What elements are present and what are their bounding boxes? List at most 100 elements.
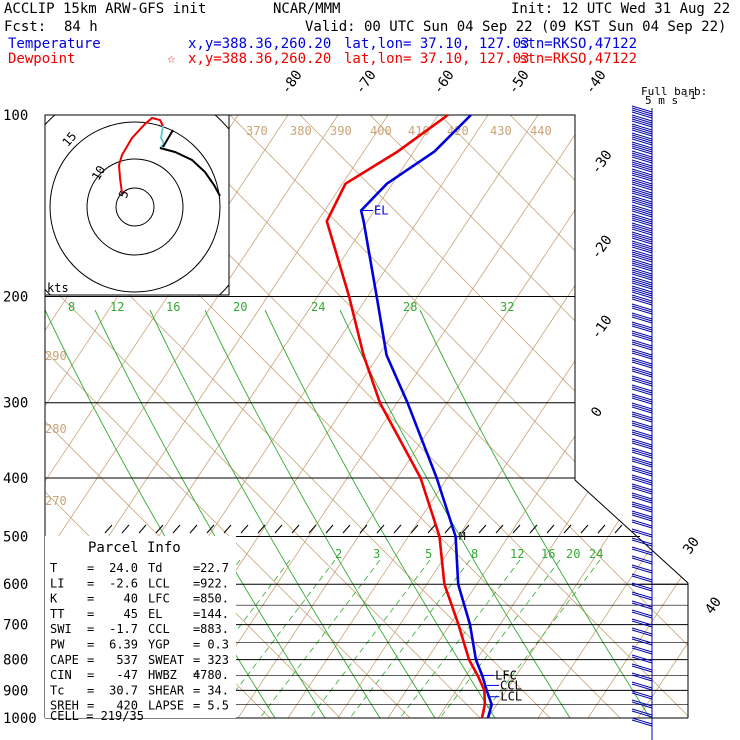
parcel-eq: =: [87, 653, 94, 667]
theta-label: 430: [490, 124, 512, 138]
mixing-ratio-label: 28: [403, 300, 417, 314]
wind-barb: [631, 492, 653, 500]
wind-barb: [631, 431, 653, 439]
wind-barb: [631, 199, 653, 207]
parcel-eq: =: [193, 699, 200, 713]
dewpoint-marker-icon: ☆: [167, 51, 176, 67]
wind-barb: [631, 125, 653, 133]
wind-barb: [631, 111, 653, 119]
hatch-tick: [121, 524, 130, 534]
isotherm-label: -80: [278, 67, 306, 97]
isotherm-line: [587, 115, 688, 718]
parcel-value: -47: [116, 668, 138, 682]
parcel-eq: =: [193, 592, 200, 606]
wind-barb: [631, 438, 653, 446]
wind-barb: [631, 368, 653, 376]
wind-barb: [631, 575, 653, 583]
wind-barb: [631, 348, 653, 356]
mixing-ratio-line: [264, 309, 496, 719]
theta-label: 370: [246, 124, 268, 138]
wind-barb: [631, 584, 653, 592]
wind-barb: [631, 456, 653, 464]
wind-barb: [631, 226, 653, 234]
wind-barb: [631, 179, 653, 187]
wind-barb: [631, 105, 653, 113]
valid-time: Valid: 00 UTC Sun 04 Sep 22 (09 KST Sun …: [305, 19, 726, 35]
mixing-ratio-label: 8: [471, 547, 478, 561]
hatch-tick: [138, 524, 147, 534]
hatch-tick: [206, 524, 215, 534]
isotherm-label: 0: [588, 404, 606, 420]
parcel-eq: =: [87, 607, 94, 621]
parcel-eq: =: [87, 592, 94, 606]
dry-adiabat-line: [369, 115, 688, 718]
isotherm-line: [637, 115, 688, 718]
wind-barb: [631, 183, 653, 191]
wind-barb: [631, 388, 653, 396]
hodograph-frame: [44, 114, 230, 296]
parcel-eq: =: [87, 576, 94, 590]
wind-barb: [631, 465, 653, 473]
wind-barb: [631, 170, 653, 178]
mixing-ratio-line: [349, 559, 471, 719]
wind-barb: [631, 316, 653, 324]
wind-barb: [631, 386, 653, 394]
wind-barb: [631, 375, 653, 383]
mixing-ratio-label: 12: [510, 547, 524, 561]
hatch-tick: [308, 524, 317, 534]
dry-adiabat-line: [509, 115, 688, 718]
wind-barb: [631, 197, 653, 205]
wind-barb: [631, 314, 653, 322]
hatch-tick: [614, 524, 623, 534]
wind-barb: [631, 350, 653, 358]
parcel-key: CAPE: [50, 653, 79, 667]
wind-barb: [631, 120, 653, 128]
pressure-label: 900: [3, 683, 28, 699]
parcel-value: 40: [124, 592, 138, 606]
dry-adiabat-line: [439, 115, 688, 718]
parcel-eq: =: [193, 668, 200, 682]
profile-dewpoint: [325, 113, 487, 719]
marker-label-lfc: LFC: [495, 668, 517, 682]
parcel-value: 922.: [200, 576, 229, 590]
wind-barb: [631, 645, 653, 653]
hodograph: 5 10 15 kts: [44, 114, 230, 296]
wind-barb: [631, 330, 653, 338]
wind-barb: [631, 237, 653, 245]
theta-label: 390: [330, 124, 352, 138]
hatch-tick: [359, 524, 368, 534]
dry-adiabat-line: [45, 115, 501, 718]
wind-ticks: [104, 524, 623, 534]
wind-barb: [631, 278, 653, 286]
wind-barb: [631, 303, 653, 311]
pressure-label: 300: [3, 396, 28, 412]
wind-barb: [631, 627, 653, 635]
pressure-label: 1000: [3, 711, 37, 727]
isotherm-label: -20: [588, 232, 616, 262]
wind-barb: [631, 483, 653, 491]
parcel-value: 850.: [200, 592, 229, 606]
marker-label-lcl: LCL: [500, 690, 522, 704]
wind-barb: [631, 699, 653, 707]
wind-barb: [631, 287, 653, 295]
wind-barb: [631, 573, 653, 581]
theta-label: 270: [45, 494, 67, 508]
parcel-eq: =: [193, 638, 200, 652]
wind-barb: [631, 528, 653, 536]
pressure-label: 200: [3, 290, 28, 306]
wind-barb: [631, 231, 653, 239]
theta-label: 440: [530, 124, 552, 138]
pressure-label: 600: [3, 577, 28, 593]
hatch-tick: [325, 524, 334, 534]
pressure-label: 400: [3, 471, 28, 487]
wind-barb: [631, 150, 653, 158]
wind-barb: [631, 384, 653, 392]
wind-barb: [631, 636, 653, 644]
mixing-ratio-label: 20: [233, 300, 247, 314]
wind-barb: [631, 172, 653, 180]
hatch-tick: [597, 524, 606, 534]
hatch-tick: [223, 524, 232, 534]
parcel-key: SWEAT: [148, 653, 184, 667]
